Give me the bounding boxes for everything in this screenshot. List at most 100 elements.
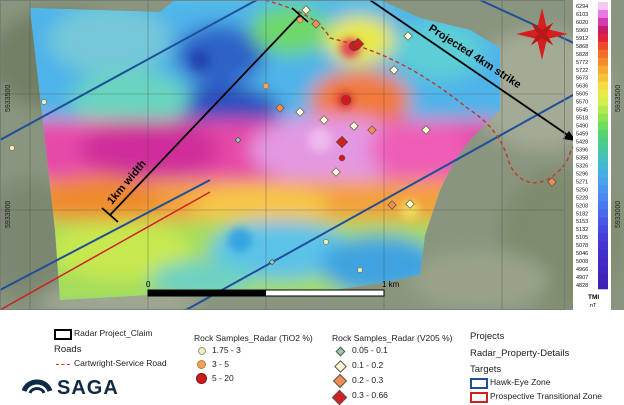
colorbar-swatch xyxy=(598,225,608,234)
colorbar-swatch xyxy=(598,177,608,186)
v2o5-swatch-2 xyxy=(334,360,347,373)
y-tick-left-2: 5933000 xyxy=(5,201,12,228)
v2o5-point xyxy=(405,199,415,209)
tio2-point xyxy=(296,16,304,24)
v2o5-swatch-1 xyxy=(335,346,346,357)
claim-label: Radar Project_Claim xyxy=(74,328,153,338)
colorbar-label: 4907 xyxy=(576,275,588,281)
claim-swatch xyxy=(54,329,72,340)
roads-title: Roads xyxy=(54,344,82,355)
v2o5-point xyxy=(387,200,397,210)
colorbar-swatch xyxy=(598,2,608,11)
colorbar-label: 5396 xyxy=(576,147,588,153)
colorbar-label: 5132 xyxy=(576,227,588,233)
colorbar-swatch xyxy=(598,49,608,59)
colorbar-label: 5722 xyxy=(576,68,588,74)
colorbar-swatch xyxy=(598,73,608,83)
tio2-point xyxy=(41,99,47,105)
road-swatch xyxy=(56,364,70,365)
colorbar-swatch xyxy=(598,233,608,242)
colorbar-label: 5153 xyxy=(576,219,588,225)
north-arrow-icon xyxy=(516,8,568,60)
v2o5-point xyxy=(389,65,399,75)
transitional-zone-line xyxy=(0,191,211,310)
colorbar-swatch xyxy=(598,41,608,51)
v2o5-point xyxy=(295,107,305,117)
v2o5-point xyxy=(367,125,377,135)
v2o5-item-2: 0.1 - 0.2 xyxy=(352,360,384,370)
colorbar-label: 5105 xyxy=(576,235,588,241)
tio2-item-low: 1.75 - 3 xyxy=(212,345,241,355)
tio2-swatch-low xyxy=(198,347,206,355)
saga-logo: SAGA xyxy=(20,376,119,400)
colorbar-label: 5673 xyxy=(576,76,588,82)
colorbar-label: 5250 xyxy=(576,187,588,193)
projects-item: Radar_Property-Details xyxy=(470,348,570,359)
colorbar-swatch xyxy=(598,281,608,290)
v2o5-point xyxy=(403,31,413,41)
tio2-point xyxy=(340,94,352,106)
colorbar-label: 5518 xyxy=(576,116,588,122)
colorbar-swatch xyxy=(598,265,608,274)
tio2-swatch-mid xyxy=(197,360,206,369)
colorbar-label: 5208 xyxy=(576,203,588,209)
saga-logo-icon xyxy=(21,379,53,394)
colorbar-swatch xyxy=(598,241,608,250)
tio2-swatch-high xyxy=(196,373,207,384)
colorbar-swatch xyxy=(598,185,608,194)
colorbar-label: 5605 xyxy=(576,92,588,98)
v2o5-item-3: 0.2 - 0.3 xyxy=(352,375,384,385)
tio2-title: Rock Samples_Radar (TiO2 %) xyxy=(194,333,313,343)
tio2-item-mid: 3 - 5 xyxy=(212,359,230,369)
saga-logo-text: SAGA xyxy=(57,376,119,399)
colorbar-swatch xyxy=(598,9,608,19)
tio2-point xyxy=(357,267,363,273)
road-line xyxy=(264,0,575,184)
colorbar-label: 5490 xyxy=(576,124,588,130)
colorbar-swatch xyxy=(598,273,608,282)
projects-title: Projects xyxy=(470,331,505,342)
colorbar-swatch xyxy=(598,193,608,202)
colorbar-label: 5545 xyxy=(576,108,588,114)
colorbar-unit: nT xyxy=(590,303,597,309)
colorbar-swatch xyxy=(598,113,608,122)
colorbar-label: 5078 xyxy=(576,243,588,249)
colorbar-swatch xyxy=(598,129,608,138)
colorbar-swatch xyxy=(598,121,608,130)
colorbar-label: 5326 xyxy=(576,163,588,169)
colorbar-label: 5960 xyxy=(576,28,588,34)
tio2-point xyxy=(262,82,270,90)
map-grid xyxy=(0,0,564,310)
colorbar-label: 5358 xyxy=(576,155,588,161)
transitional-label: Prospective Transitional Zone xyxy=(490,391,602,401)
v2o5-item-1: 0.05 - 0.1 xyxy=(352,345,388,355)
scalebar-start: 0 xyxy=(146,280,151,289)
colorbar-swatch xyxy=(598,249,608,258)
hawk-eye-swatch xyxy=(470,378,488,389)
colorbar-swatch xyxy=(598,153,608,162)
colorbar-label: 5296 xyxy=(576,171,588,177)
colorbar-swatch xyxy=(598,57,608,67)
v2o5-point xyxy=(335,135,349,149)
colorbar-swatch xyxy=(598,145,608,154)
tio2-point xyxy=(323,239,329,245)
colorbar-swatch xyxy=(598,169,608,178)
colorbar-swatch xyxy=(598,161,608,170)
colorbar-label: 4966 xyxy=(576,267,588,273)
v2o5-point xyxy=(349,121,359,131)
colorbar-label: 5772 xyxy=(576,60,588,66)
map-frame xyxy=(0,0,565,310)
transitional-swatch xyxy=(470,392,488,403)
colorbar-swatch xyxy=(598,257,608,266)
v2o5-point xyxy=(234,136,242,144)
colorbar-label: 5459 xyxy=(576,132,588,138)
colorbar-label: 5828 xyxy=(576,52,588,58)
colorbar-swatch xyxy=(598,209,608,218)
colorbar-label: 6294 xyxy=(576,4,588,10)
tmi-raster xyxy=(30,0,500,300)
colorbar-swatch xyxy=(598,65,608,75)
v2o5-point xyxy=(331,167,341,177)
v2o5-point xyxy=(311,19,321,29)
tmi-colorbar: 6294 6103 6020 5960 5912 5868 5828 5772 5722 5673… xyxy=(573,0,611,310)
tio2-item-high: 5 - 20 xyxy=(212,373,234,383)
